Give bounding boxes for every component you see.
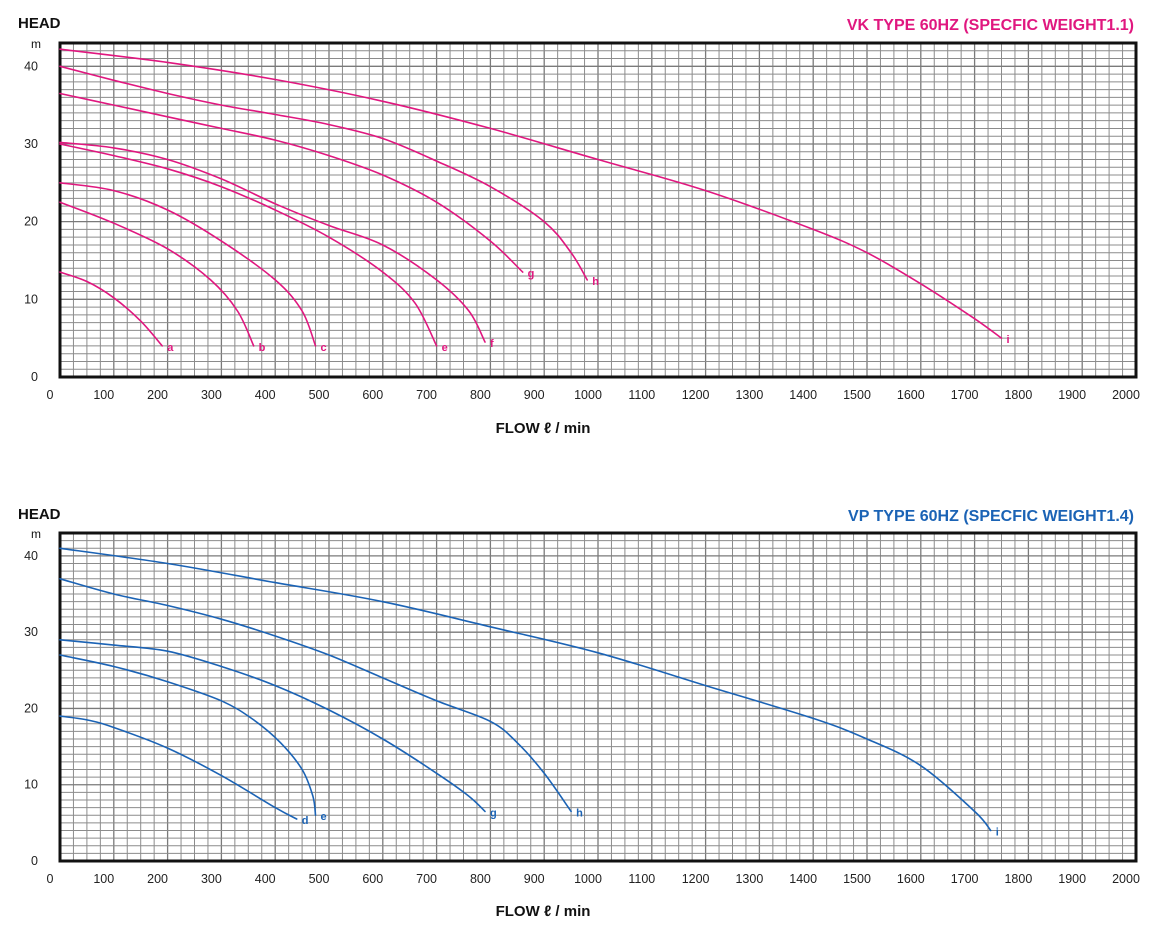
x-tick-label: 0 [47,388,54,402]
grid [59,42,1137,378]
x-tick-label: 100 [93,388,114,402]
curve-c [59,182,317,347]
curve-i [59,48,1003,339]
x-tick-label: 1800 [1004,388,1032,402]
x-tick-label: 1900 [1058,872,1086,886]
curve-label-f: f [490,338,494,350]
head-label: HEAD [18,506,61,523]
x-tick-label: 700 [416,388,437,402]
x-tick-label: 400 [255,872,276,886]
x-tick-label: 900 [524,388,545,402]
curve-b [59,201,255,347]
x-tick-label: 400 [255,388,276,402]
y-tick-label: 30 [24,625,38,639]
curve-label-h: h [576,807,583,819]
x-tick-label: 200 [147,388,168,402]
curve-label-g: g [490,807,497,819]
x-tick-label: 1000 [574,388,602,402]
x-tick-label: 1400 [789,872,817,886]
x-tick-label: 1500 [843,388,871,402]
x-tick-label: 1200 [682,388,710,402]
plot-frame [58,41,1138,379]
curve-e [59,143,438,347]
curve-d [59,715,298,820]
x-tick-label: 2000 [1112,872,1140,886]
curve-a [59,271,163,347]
x-tick-label: 500 [309,872,330,886]
curve-i [59,547,992,832]
curve-label-a: a [167,342,174,354]
y-unit-label: m [31,527,41,541]
curve-label-i: i [1007,334,1010,346]
x-tick-label: 1600 [897,872,925,886]
curve-label-e: e [442,342,448,354]
x-tick-label: 1600 [897,388,925,402]
y-tick-label: 10 [24,778,38,792]
curve-h [59,65,588,281]
y-tick-label: 20 [24,215,38,229]
curve-label-b: b [259,342,266,354]
curve-f [59,141,486,343]
vp-type-chart: HEAD m VP TYPE 60HZ (SPECFIC WEIGHT1.4) 0 10… [18,506,1140,920]
y-tick-label: 10 [24,292,38,306]
x-tick-label: 300 [201,872,222,886]
x-tick-label: 300 [201,388,222,402]
x-tick-label: 1700 [951,388,979,402]
x-tick-label: 1900 [1058,388,1086,402]
head-label: HEAD [18,15,61,32]
x-tick-label: 200 [147,872,168,886]
curve-label-e: e [321,811,327,823]
curve-label-i: i [996,826,999,838]
x-tick-label: 900 [524,872,545,886]
y-tick-label: 0 [31,854,38,868]
x-tick-label: 600 [362,388,383,402]
y-tick-label: 0 [31,370,38,384]
x-tick-label: 1500 [843,872,871,886]
curve-label-h: h [592,276,599,288]
y-tick-label: 20 [24,701,38,715]
x-axis-label: FLOW ℓ / min [496,903,591,920]
x-tick-label: 1000 [574,872,602,886]
vk-type-chart: HEAD m VK TYPE 60HZ (SPECFIC WEIGHT1.1) 0 10… [18,15,1140,437]
y-tick-label: 40 [24,549,38,563]
x-tick-label: 800 [470,872,491,886]
x-tick-label: 0 [47,872,54,886]
x-tick-label: 1300 [735,872,763,886]
y-tick-label: 30 [24,137,38,151]
x-tick-label: 100 [93,872,114,886]
y-tick-label: 40 [24,59,38,73]
x-tick-label: 2000 [1112,388,1140,402]
x-tick-label: 1300 [735,388,763,402]
x-tick-label: 500 [309,388,330,402]
curve-label-d: d [302,815,309,827]
x-tick-label: 1800 [1004,872,1032,886]
chart-title: VK TYPE 60HZ (SPECFIC WEIGHT1.1) [847,17,1134,34]
x-tick-label: 1400 [789,388,817,402]
x-tick-label: 700 [416,872,437,886]
curve-h [59,578,572,813]
x-tick-label: 1200 [682,872,710,886]
plot-frame [58,531,1138,863]
curve-label-c: c [321,342,327,354]
x-tick-label: 1700 [951,872,979,886]
curve-e [59,654,317,816]
curve-label-g: g [528,268,535,280]
y-unit-label: m [31,37,41,51]
x-axis-label: FLOW ℓ / min [496,420,591,437]
curve-g [59,92,524,273]
x-tick-label: 600 [362,872,383,886]
curve-g [59,639,486,813]
x-tick-label: 800 [470,388,491,402]
x-tick-label: 1100 [628,388,655,402]
x-tick-label: 1100 [628,872,655,886]
chart-title: VP TYPE 60HZ (SPECFIC WEIGHT1.4) [848,508,1134,525]
